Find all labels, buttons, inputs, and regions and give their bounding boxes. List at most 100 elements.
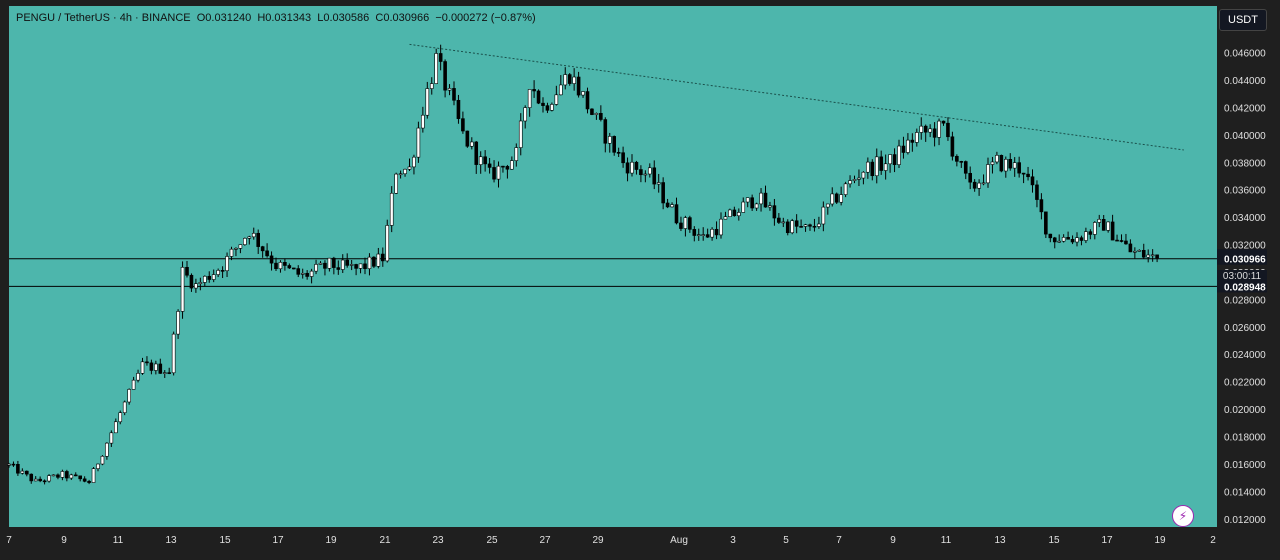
candle-body-110 — [496, 165, 501, 180]
candle-body-42 — [194, 283, 198, 289]
price-label-bg-1 — [1217, 251, 1267, 265]
candle-body-164 — [736, 212, 741, 217]
candle-body-230 — [1030, 176, 1035, 186]
candle-body-220 — [986, 164, 990, 184]
candle-body-27 — [127, 389, 131, 403]
candle-body-203 — [910, 139, 915, 143]
candle-body-169 — [759, 192, 763, 205]
candle-body-14 — [69, 474, 74, 479]
candle-body-125 — [563, 74, 568, 86]
candle-body-59 — [269, 255, 274, 264]
candle-body-142 — [639, 169, 643, 176]
x-tick-label-14: 5 — [783, 535, 789, 546]
candle-body-214 — [959, 161, 964, 163]
candle-body-254 — [1137, 249, 1142, 252]
candle-body-241 — [1079, 237, 1084, 241]
candle-body-88 — [398, 173, 403, 176]
candle-body-175 — [785, 221, 790, 234]
candle-body-186 — [834, 193, 839, 203]
candle-body-185 — [830, 193, 835, 205]
y-tick-label-6: 0.036000 — [1224, 186, 1266, 197]
candle-body-106 — [478, 156, 483, 165]
y-tick-label-18: 0.012000 — [1224, 515, 1266, 526]
candle-body-248 — [1110, 221, 1115, 241]
candle-body-198 — [888, 154, 892, 165]
candle-body-218 — [977, 182, 981, 189]
y-tick-label-11: 0.026000 — [1224, 323, 1266, 334]
candle-body-77 — [349, 264, 354, 266]
candle-body-173 — [777, 217, 781, 223]
candle-body-24 — [114, 421, 118, 434]
candle-body-166 — [745, 197, 750, 203]
candle-body-135 — [607, 136, 612, 144]
y-tick-label-1: 0.046000 — [1224, 49, 1266, 60]
candle-body-133 — [599, 113, 603, 120]
candle-body-147 — [661, 182, 665, 204]
candle-body-98 — [443, 61, 447, 91]
y-tick-label-12: 0.024000 — [1224, 350, 1266, 361]
candle-body-194 — [870, 161, 875, 177]
candle-body-120 — [541, 102, 545, 106]
candle-body-223 — [999, 154, 1004, 172]
candle-body-111 — [501, 165, 505, 168]
candle-body-160 — [719, 218, 723, 236]
candle-body-94 — [425, 88, 430, 116]
candle-body-238 — [1066, 237, 1070, 240]
candle-body-30 — [140, 361, 145, 374]
candle-body-189 — [848, 180, 852, 185]
candle-body-54 — [247, 236, 252, 239]
candle-body-44 — [203, 275, 207, 283]
x-tick-label-9: 25 — [486, 535, 498, 546]
x-tick-label-18: 13 — [994, 535, 1006, 546]
candle-body-62 — [283, 262, 287, 266]
candle-body-137 — [616, 152, 621, 154]
candle-body-40 — [185, 266, 189, 276]
candle-body-237 — [1061, 237, 1066, 242]
candle-body-9 — [47, 475, 51, 482]
x-tick-label-2: 11 — [113, 535, 124, 546]
candle-body-143 — [643, 173, 648, 176]
candle-body-39 — [180, 266, 185, 312]
lightning-icon[interactable]: ⚡ — [1172, 505, 1194, 527]
candle-body-222 — [995, 154, 999, 163]
candle-body-128 — [576, 76, 581, 96]
candle-body-140 — [630, 161, 634, 174]
candle-body-212 — [950, 136, 955, 157]
y-tick-label-10: 0.028000 — [1224, 295, 1266, 306]
candle-body-184 — [825, 203, 830, 208]
candle-body-51 — [234, 248, 238, 250]
candle-body-86 — [389, 192, 394, 226]
candle-body-64 — [291, 267, 296, 270]
candle-body-80 — [363, 263, 367, 269]
legend-symbol: PENGU / TetherUS · 4h · BINANCE — [16, 12, 191, 24]
candle-body-66 — [300, 272, 305, 275]
candle-body-192 — [861, 171, 866, 179]
candle-body-108 — [487, 163, 492, 168]
candle-body-69 — [314, 264, 318, 272]
y-tick-label-7: 0.034000 — [1224, 213, 1266, 224]
candle-body-163 — [732, 209, 737, 217]
y-tick-label-2: 0.044000 — [1224, 76, 1266, 87]
x-tick-label-10: 27 — [539, 535, 551, 546]
candle-body-252 — [1128, 243, 1133, 253]
candle-body-178 — [799, 226, 803, 228]
price-label-2: 0.028948 — [1224, 282, 1266, 293]
symbol-legend: PENGU / TetherUS · 4h · BINANCE O0.03124… — [16, 12, 536, 24]
candle-body-122 — [550, 104, 554, 111]
price-label-1: 0.030966 — [1224, 255, 1266, 266]
candle-body-246 — [1101, 218, 1106, 231]
candle-body-191 — [857, 177, 861, 180]
currency-unit-button[interactable]: USDT — [1219, 9, 1267, 31]
candle-body-257 — [1150, 254, 1155, 257]
candle-body-157 — [705, 234, 710, 238]
candle-body-65 — [296, 268, 301, 275]
candle-body-34 — [158, 363, 163, 374]
candle-body-16 — [78, 475, 82, 480]
candle-body-82 — [372, 256, 376, 267]
candle-body-217 — [972, 181, 977, 189]
candle-body-242 — [1084, 231, 1088, 241]
candle-body-4 — [24, 470, 29, 475]
candle-body-35 — [162, 372, 167, 374]
candle-body-78 — [354, 264, 358, 269]
